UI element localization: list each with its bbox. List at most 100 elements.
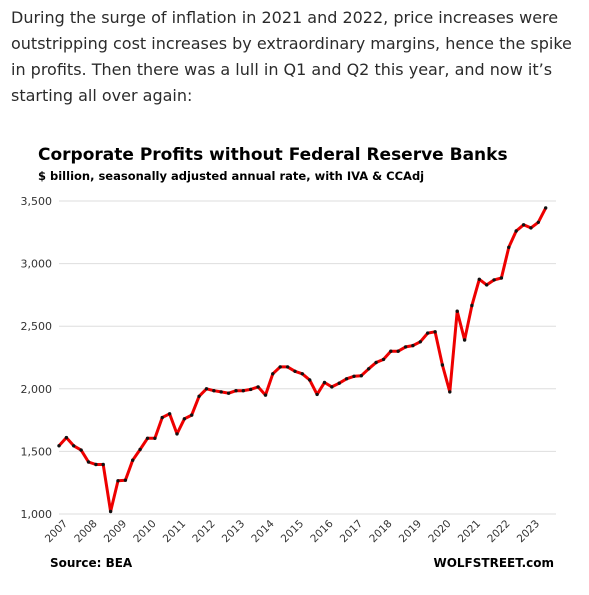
data-point [79, 448, 83, 452]
gridlines [59, 200, 556, 515]
x-tick-label: 2011 [161, 518, 188, 545]
data-point [536, 220, 540, 224]
data-point [499, 276, 504, 280]
data-point [182, 417, 187, 421]
y-tick-label: 1,000 [21, 508, 53, 521]
x-tick-label: 2023 [515, 518, 542, 545]
data-point [514, 229, 518, 233]
data-point [477, 277, 481, 281]
x-tick-label: 2019 [397, 518, 424, 545]
data-point [418, 340, 422, 344]
data-point [470, 303, 474, 308]
data-point [234, 389, 238, 393]
x-tick-label: 2014 [249, 518, 277, 546]
data-point [285, 365, 290, 369]
data-point [521, 223, 526, 227]
data-point [352, 374, 356, 378]
x-tick-label: 2012 [190, 518, 217, 545]
y-tick-label: 3,000 [21, 258, 53, 271]
data-point [529, 226, 533, 230]
chart-title: Corporate Profits without Federal Reserv… [38, 145, 508, 165]
source-note: Source: BEA [50, 556, 133, 570]
data-point [300, 372, 304, 376]
data-point [485, 283, 489, 287]
x-tick-label: 2020 [426, 518, 453, 545]
data-point [108, 509, 113, 514]
data-point [101, 462, 105, 467]
data-point [278, 365, 282, 369]
profits-chart-svg: Corporate Profits without Federal Reserv… [21, 145, 556, 570]
data-point [411, 343, 415, 348]
x-tick-label: 2007 [43, 518, 70, 545]
data-point [219, 390, 223, 394]
data-point [241, 389, 245, 393]
data-point [204, 387, 209, 391]
data-point [507, 245, 511, 249]
data-point [131, 458, 135, 462]
data-point [344, 377, 349, 381]
data-point [190, 413, 194, 417]
series-line [57, 207, 548, 513]
data-point [367, 367, 371, 371]
data-point [86, 460, 91, 464]
y-tick-label: 2,000 [21, 383, 53, 396]
series-profits [57, 206, 548, 514]
data-point [72, 444, 76, 448]
intro-paragraph: During the surge of inflation in 2021 an… [11, 8, 572, 105]
data-point [448, 390, 452, 394]
data-point [322, 380, 327, 385]
y-tick-label: 2,500 [21, 320, 53, 333]
data-point [212, 389, 216, 393]
data-point [175, 432, 179, 436]
data-point [440, 363, 445, 367]
y-tick-label: 1,500 [21, 445, 53, 458]
x-tick-label: 2016 [308, 518, 336, 546]
data-point [153, 436, 157, 440]
data-point [337, 381, 341, 385]
data-point [116, 479, 120, 483]
data-point [374, 360, 378, 365]
data-point [330, 385, 334, 389]
data-point [426, 331, 430, 335]
x-tick-label: 2021 [456, 518, 483, 545]
data-point [197, 394, 201, 398]
profits-chart: Corporate Profits without Federal Reserv… [0, 130, 589, 595]
chart-subtitle: $ billion, seasonally adjusted annual ra… [38, 169, 424, 183]
data-point [396, 349, 400, 353]
x-axis-ticks: 2007 2008 2009 2010 2011 2012 2013 2014 2015 2016… [43, 518, 542, 546]
data-point [94, 462, 98, 467]
data-point [462, 338, 467, 342]
x-tick-label: 2018 [367, 518, 394, 545]
data-point [403, 345, 408, 349]
x-tick-label: 2013 [220, 518, 247, 545]
x-tick-label: 2008 [72, 518, 99, 545]
data-point [123, 478, 128, 482]
data-point [359, 374, 363, 378]
x-tick-label: 2022 [485, 518, 512, 545]
x-tick-label: 2015 [279, 518, 306, 545]
data-point [249, 387, 253, 392]
data-point [271, 372, 275, 376]
data-point [492, 278, 496, 282]
data-point [167, 412, 172, 416]
data-point [433, 330, 437, 334]
data-point [256, 385, 260, 389]
y-tick-label: 3,500 [21, 195, 53, 208]
data-point [263, 393, 268, 397]
data-point [138, 447, 142, 452]
data-point [308, 378, 312, 382]
data-point [64, 435, 69, 440]
data-point [381, 357, 386, 362]
data-point [145, 436, 150, 440]
data-point [293, 369, 297, 373]
brand-watermark: WOLFSTREET.com [433, 556, 554, 570]
data-point [315, 392, 319, 397]
data-point [57, 444, 61, 448]
y-axis-ticks: 1,000 1,500 2,000 2,500 3,000 3,500 [21, 195, 53, 521]
data-point [544, 206, 548, 210]
data-point [389, 349, 393, 353]
data-point [455, 309, 459, 313]
x-tick-label: 2010 [131, 518, 158, 545]
x-tick-label: 2009 [102, 518, 129, 545]
data-point [160, 415, 164, 420]
